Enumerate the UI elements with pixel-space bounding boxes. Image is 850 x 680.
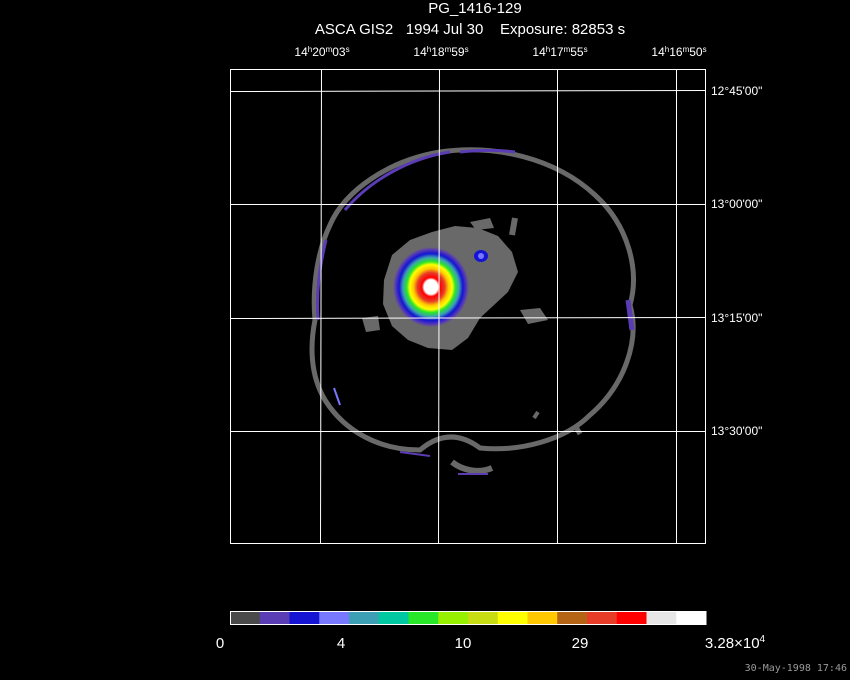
colorbar-max-label: 3.28×104 <box>704 634 766 653</box>
colorbar-swatch <box>557 611 588 625</box>
ra-tick-label: 14h20m03s <box>294 45 350 59</box>
colorbar-frame <box>230 611 706 625</box>
image-frame <box>230 69 706 544</box>
colorbar-swatch <box>438 611 469 625</box>
colorbar-swatch <box>259 611 290 625</box>
colorbar-tick-label: 0 <box>215 635 225 652</box>
ra-tick-label: 14h16m50s <box>651 45 707 59</box>
timestamp: 30-May-1998 17:46 <box>744 663 847 674</box>
colorbar-tick-label: 10 <box>454 635 472 652</box>
image-title-object: PG_1416-129 <box>428 0 522 17</box>
dec-tick-label: 13°15'00" <box>711 311 763 325</box>
dec-tick-label: 12°45'00" <box>711 84 763 98</box>
colorbar-swatch <box>289 611 320 625</box>
colorbar-swatch <box>587 611 618 625</box>
colorbar <box>230 611 707 625</box>
colorbar-swatch <box>378 611 409 625</box>
ra-tick-label: 14h18m59s <box>413 45 469 59</box>
colorbar-tick-label: 4 <box>336 635 346 652</box>
ra-tick-label: 14h17m55s <box>532 45 588 59</box>
colorbar-swatch <box>468 611 499 625</box>
coordinate-grid <box>229 68 706 544</box>
dec-tick-label: 13°00'00" <box>711 197 763 211</box>
image-title-observation: ASCA GIS2 1994 Jul 30 Exposure: 82853 s <box>314 21 626 38</box>
colorbar-swatch <box>676 611 707 625</box>
colorbar-tick-label: 29 <box>571 635 589 652</box>
colorbar-swatch <box>527 611 558 625</box>
detector-rim <box>309 147 636 475</box>
colorbar-swatch <box>646 611 677 625</box>
colorbar-swatch <box>616 611 647 625</box>
dec-tick-label: 13°30'00" <box>711 424 763 438</box>
colorbar-swatch <box>349 611 380 625</box>
colorbar-swatch <box>497 611 528 625</box>
colorbar-swatch <box>319 611 350 625</box>
xray-source <box>393 247 488 327</box>
colorbar-swatch <box>230 611 261 625</box>
colorbar-swatch <box>408 611 439 625</box>
